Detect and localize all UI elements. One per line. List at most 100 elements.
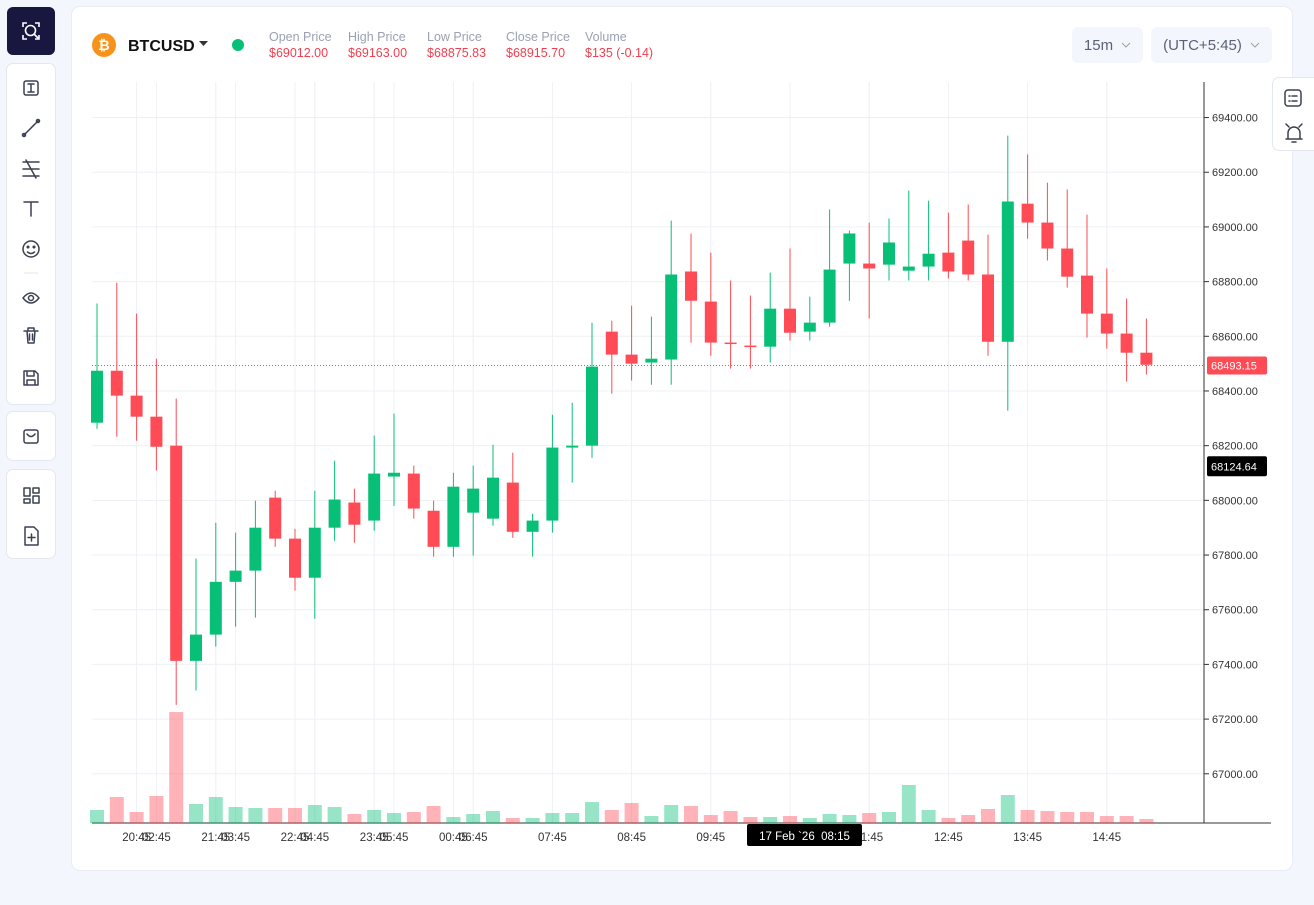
candle-body [902, 266, 915, 271]
side-tools [1273, 78, 1314, 150]
candle-body [546, 447, 559, 521]
volume-bar [545, 813, 560, 823]
volume-bar [406, 812, 421, 823]
volume-bar [367, 810, 382, 823]
candle-body [209, 581, 222, 635]
symbol[interactable]: BTCUSD [128, 38, 195, 55]
y-tick-label: 68400.00 [1212, 386, 1258, 398]
crosshair-time-label: 17 Feb `26 08:15 [759, 831, 850, 843]
candle-body [1100, 313, 1113, 334]
volume-bar [426, 806, 441, 823]
chevron [1250, 42, 1260, 48]
candle-body [308, 527, 321, 578]
layout-icons [23, 487, 40, 546]
candle-body [645, 358, 658, 363]
candle-body [863, 263, 876, 269]
y-tick-label: 69000.00 [1212, 222, 1258, 234]
volume-bar [486, 811, 500, 823]
volume-bar [1119, 816, 1134, 823]
y-tick-label: 67600.00 [1212, 605, 1258, 617]
volume-bar [624, 803, 639, 823]
volume-bar [882, 812, 896, 823]
candle-body [249, 527, 262, 571]
volume-bar [743, 817, 758, 823]
volume-bar [783, 816, 797, 823]
candle-body [368, 473, 381, 521]
interval-button[interactable]: 15m [1072, 27, 1143, 63]
y-tick-label: 68000.00 [1212, 495, 1258, 507]
scan-icon [22, 22, 40, 40]
stat-label: Open Price [269, 30, 332, 44]
timezone-button[interactable]: (UTC+5:45) [1151, 27, 1272, 63]
volume-bar [288, 808, 302, 823]
candle-body [150, 416, 163, 447]
volume-bar [149, 796, 164, 823]
volume-bar [90, 810, 104, 823]
candle-body [190, 634, 202, 661]
volume-bar [228, 807, 243, 823]
x-tick-label: 02:45 [142, 832, 171, 844]
crosshair-price-box [1207, 456, 1267, 477]
candle-body [1041, 222, 1054, 249]
x-tick-label: 11:45 [855, 832, 883, 844]
y-tick-label: 67000.00 [1212, 769, 1258, 781]
tool-icons [21, 80, 41, 386]
candle-body [625, 354, 638, 364]
candle-body [724, 342, 737, 345]
candle-body [942, 252, 955, 272]
candle-body [348, 502, 361, 525]
drawing-tools [7, 64, 55, 404]
volume-bar [268, 808, 283, 823]
candle-body [784, 308, 796, 333]
live-dot [232, 39, 244, 51]
candle-body [823, 269, 836, 323]
y-tick-label: 68600.00 [1212, 331, 1258, 343]
candle-body [1081, 275, 1093, 314]
y-tick-label: 69400.00 [1212, 113, 1258, 125]
btc-glyph: ₿ [98, 37, 109, 53]
store-tool[interactable] [7, 412, 55, 460]
scan-button[interactable] [7, 7, 55, 55]
candle-body [922, 253, 935, 267]
x-tick-label: 21:45 [201, 832, 230, 844]
volume-bar [169, 712, 184, 823]
volume-bar [129, 812, 144, 823]
volume-bar [1099, 816, 1114, 823]
volume-bar [327, 807, 342, 823]
y-tick-label: 68800.00 [1212, 277, 1258, 289]
stat-value: $69012.00 [269, 46, 328, 60]
volume-bar [604, 810, 619, 823]
bag-icon [23, 429, 39, 444]
symbol-caret[interactable] [199, 41, 208, 46]
volume-bar [189, 804, 203, 823]
candle-body [170, 445, 183, 661]
volume-bar [941, 818, 956, 823]
x-tick-label: 22:45 [281, 832, 310, 844]
y-tick-label: 67800.00 [1212, 550, 1258, 562]
volume-bar [723, 811, 738, 823]
volume-bar [644, 816, 659, 823]
stat-label: Close Price [506, 30, 570, 44]
stat-label: High Price [348, 30, 406, 44]
volume-bar [684, 806, 698, 823]
candle-body [704, 301, 717, 343]
x-tick-label: 00:45 [439, 832, 468, 844]
btc-icon [92, 33, 116, 57]
y-tick-label: 67200.00 [1212, 714, 1258, 726]
volume-bar [802, 818, 817, 823]
volume-bar [921, 810, 936, 823]
volume-bar [703, 815, 718, 823]
last-price-label: 68493.15 [1211, 361, 1257, 373]
candle-body [1001, 201, 1014, 342]
layout-tools [7, 470, 55, 558]
volume-bar [1020, 810, 1035, 823]
stat-label: Low Price [427, 30, 482, 44]
timezone-label: (UTC+5:45) [1163, 36, 1242, 54]
candle-body [1140, 352, 1153, 365]
volume-bar [901, 785, 916, 823]
volume-bar [505, 818, 520, 823]
candle-body [526, 520, 539, 532]
stat-value: $135 (-0.14) [585, 46, 653, 60]
stat-value: $68875.83 [427, 46, 486, 60]
